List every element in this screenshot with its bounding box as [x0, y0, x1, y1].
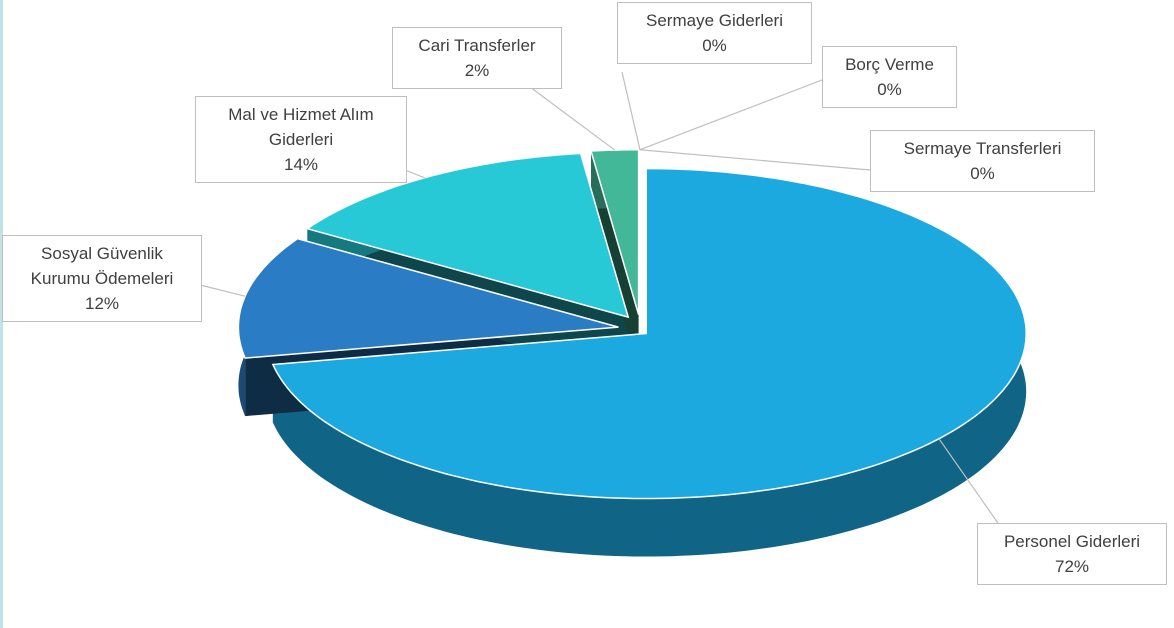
- category-label: Cari Transferler: [418, 36, 536, 55]
- data-label: Borç Verme 0%: [822, 46, 957, 108]
- value-label: 2%: [464, 61, 490, 80]
- data-label: Cari Transferler 2%: [392, 27, 562, 89]
- value-label: 0%: [877, 80, 902, 99]
- category-label: Personel Giderleri: [1003, 532, 1141, 551]
- leader-line: [404, 169, 425, 179]
- data-label: Personel Giderleri 72%: [977, 523, 1167, 585]
- slice: [271, 167, 1027, 500]
- leader-line: [639, 79, 823, 151]
- data-label: Sermaye Giderleri 0%: [617, 2, 812, 64]
- category-label: Sermaye Giderleri: [646, 11, 783, 30]
- data-label: Sosyal Güvenlik Kurumu Ödemeleri 12%: [2, 235, 202, 322]
- category-label: Mal ve Hizmet Alım Giderleri: [228, 105, 374, 149]
- category-label: Borç Verme: [845, 55, 934, 74]
- slice: [305, 152, 630, 319]
- value-label: 12%: [84, 294, 120, 313]
- category-label: Sermaye Transferleri: [903, 139, 1062, 158]
- value-label: 0%: [970, 164, 995, 183]
- slice: [590, 148, 640, 315]
- leader-line: [199, 284, 246, 297]
- data-label: Mal ve Hizmet Alım Giderleri 14%: [195, 96, 407, 183]
- data-label: Sermaye Transferleri 0%: [870, 130, 1095, 192]
- left-edge: [0, 0, 3, 628]
- leader-line: [639, 149, 871, 171]
- leader-line: [938, 438, 1001, 527]
- value-label: 72%: [1054, 557, 1090, 576]
- category-label: Sosyal Güvenlik Kurumu Ödemeleri: [30, 244, 174, 288]
- value-label: 14%: [283, 155, 319, 174]
- value-label: 0%: [702, 36, 727, 55]
- leader-line: [529, 86, 616, 151]
- slice: [237, 237, 619, 359]
- leader-line: [621, 71, 641, 150]
